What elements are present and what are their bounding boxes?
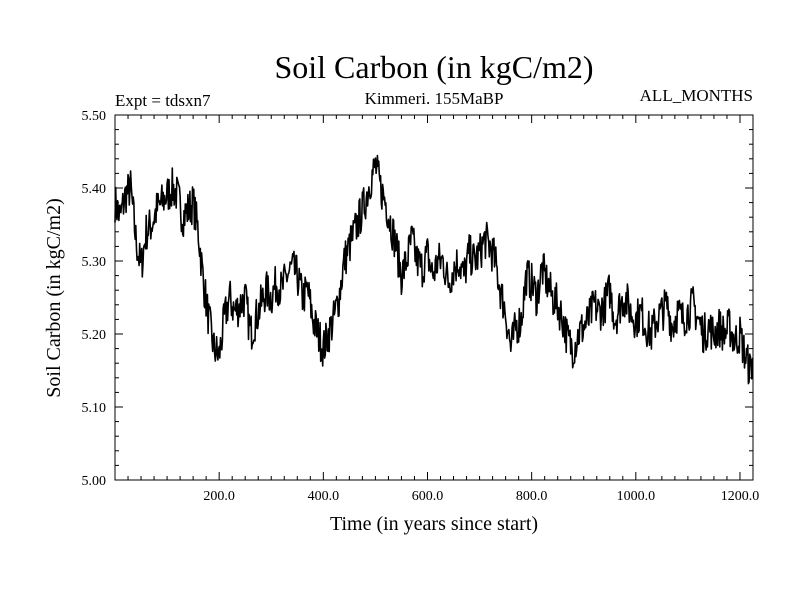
series-line [114,154,754,385]
x-tick-label: 200.0 [203,489,235,504]
y-tick-label: 5.20 [82,328,107,343]
x-tick-label: 1000.0 [617,489,656,504]
plot-area: 200.0 400.0 600.0 800.0 1000.0 1200.0 5.00 5.10… [82,109,760,504]
y-tick-label: 5.10 [82,401,107,416]
plot-frame [114,114,754,481]
y-axis-label: Soil Carbon (in kgC/m2) [43,198,65,397]
months-label: ALL_MONTHS [640,86,753,105]
x-tick-label: 400.0 [308,489,340,504]
x-tick-label: 1200.0 [721,489,760,504]
y-tick-label: 5.50 [82,109,107,124]
chart-title: Soil Carbon (in kgC/m2) [274,49,593,85]
x-tick-label: 600.0 [412,489,444,504]
chart-subtitle: Kimmeri. 155MaBP [365,89,504,108]
y-tick-label: 5.40 [82,182,107,197]
y-tick-label: 5.00 [82,474,107,489]
x-axis-label: Time (in years since start) [330,513,538,535]
y-tick-label: 5.30 [82,255,107,270]
x-tick-label: 800.0 [516,489,548,504]
experiment-label: Expt = tdsxn7 [115,91,211,110]
